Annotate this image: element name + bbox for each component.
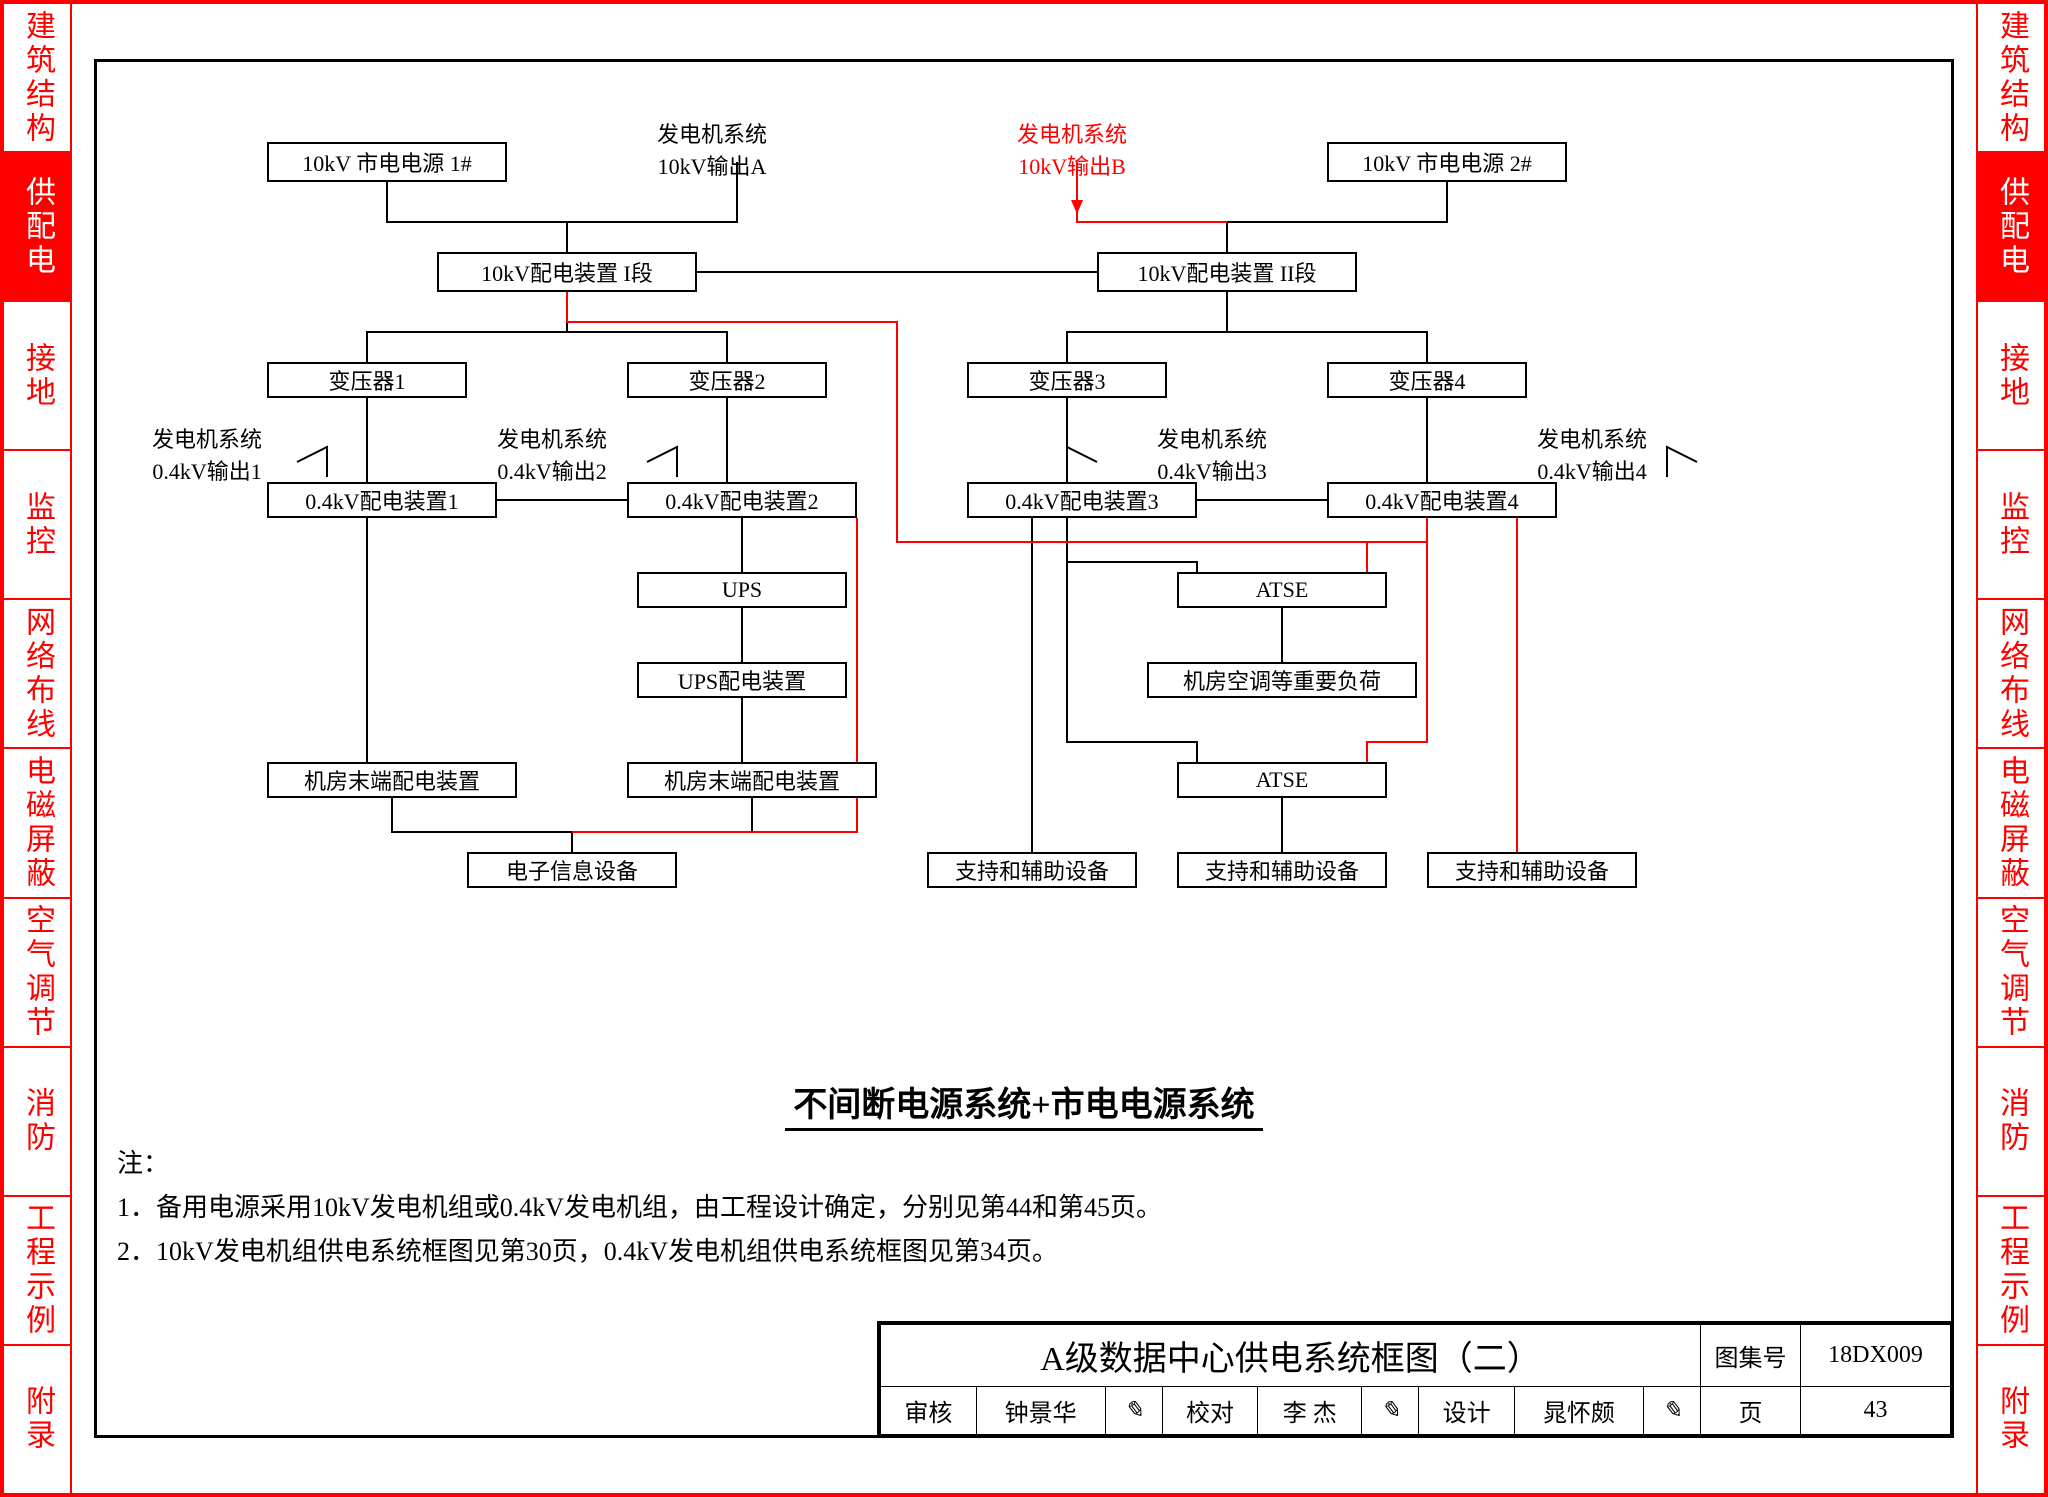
- label-genB: 发电机系统10kV输出B: [1017, 117, 1127, 181]
- tb-sig: ✎: [1105, 1387, 1162, 1435]
- tab-3[interactable]: 监控: [1978, 451, 2044, 600]
- node-upsd: UPS配电装置: [637, 662, 847, 698]
- tb-key: 校对: [1162, 1387, 1258, 1435]
- tb-val: 李 杰: [1258, 1387, 1362, 1435]
- tb-sig: ✎: [1643, 1387, 1700, 1435]
- node-aux1: 支持和辅助设备: [927, 852, 1137, 888]
- node-hvac: 机房空调等重要负荷: [1147, 662, 1417, 698]
- tb-val: 钟景华: [976, 1387, 1105, 1435]
- label-gen2: 发电机系统0.4kV输出2: [497, 422, 607, 486]
- tb-sig: ✎: [1362, 1387, 1419, 1435]
- page-no: 43: [1801, 1387, 1951, 1435]
- notes-header: 注：: [117, 1142, 1162, 1186]
- label-genA: 发电机系统10kV输出A: [657, 117, 767, 181]
- tab-0[interactable]: 建筑结构: [1978, 4, 2044, 153]
- node-einfo: 电子信息设备: [467, 852, 677, 888]
- tab-6[interactable]: 空气调节: [1978, 899, 2044, 1048]
- tab-5[interactable]: 电磁屏蔽: [1978, 749, 2044, 898]
- tab-9[interactable]: 附录: [1978, 1346, 2044, 1493]
- left-tabs: 建筑结构供配电接地监控网络布线电磁屏蔽空气调节消防工程示例附录: [4, 4, 72, 1493]
- tb-key: 审核: [881, 1387, 977, 1435]
- node-sw1: 10kV配电装置 I段: [437, 252, 697, 292]
- label-gen1: 发电机系统0.4kV输出1: [152, 422, 262, 486]
- node-lv4: 0.4kV配电装置4: [1327, 482, 1557, 518]
- node-aux2: 支持和辅助设备: [1177, 852, 1387, 888]
- tab-7[interactable]: 消防: [1978, 1048, 2044, 1197]
- tab-4[interactable]: 网络布线: [4, 600, 70, 749]
- node-t2: 变压器2: [627, 362, 827, 398]
- node-ups: UPS: [637, 572, 847, 608]
- right-tabs: 建筑结构供配电接地监控网络布线电磁屏蔽空气调节消防工程示例附录: [1976, 4, 2044, 1493]
- tab-0[interactable]: 建筑结构: [4, 4, 70, 153]
- tab-9[interactable]: 附录: [4, 1346, 70, 1493]
- tab-5[interactable]: 电磁屏蔽: [4, 749, 70, 898]
- node-atse2: ATSE: [1177, 762, 1387, 798]
- title-block: A级数据中心供电系统框图（二） 图集号 18DX009 审核钟景华✎校对李 杰✎…: [877, 1321, 1951, 1435]
- drawing-frame: 10kV 市电电源 1# 10kV 市电电源 2# 10kV配电装置 I段 10kV配…: [94, 59, 1954, 1438]
- label-gen3: 发电机系统0.4kV输出3: [1157, 422, 1267, 486]
- tb-key: 设计: [1419, 1387, 1515, 1435]
- power-diagram: 10kV 市电电源 1# 10kV 市电电源 2# 10kV配电装置 I段 10kV配…: [97, 62, 1951, 1072]
- tab-3[interactable]: 监控: [4, 451, 70, 600]
- diagram-title: 不间断电源系统+市电电源系统: [97, 1077, 1951, 1126]
- notes-block: 注： 1．备用电源采用10kV发电机组或0.4kV发电机组，由工程设计确定，分别…: [117, 1142, 1162, 1275]
- page-label: 页: [1701, 1387, 1801, 1435]
- node-t1: 变压器1: [267, 362, 467, 398]
- tb-val: 晁怀颇: [1514, 1387, 1643, 1435]
- node-term2: 机房末端配电装置: [627, 762, 877, 798]
- diagram-title-text: 不间断电源系统+市电电源系统: [785, 1087, 1262, 1131]
- tab-1[interactable]: 供配电: [1978, 153, 2044, 302]
- node-aux3: 支持和辅助设备: [1427, 852, 1637, 888]
- node-sw2: 10kV配电装置 II段: [1097, 252, 1357, 292]
- node-term1: 机房末端配电装置: [267, 762, 517, 798]
- node-src2: 10kV 市电电源 2#: [1327, 142, 1567, 182]
- tab-2[interactable]: 接地: [1978, 302, 2044, 451]
- node-lv1: 0.4kV配电装置1: [267, 482, 497, 518]
- tab-7[interactable]: 消防: [4, 1048, 70, 1197]
- node-lv2: 0.4kV配电装置2: [627, 482, 857, 518]
- note-1: 1．备用电源采用10kV发电机组或0.4kV发电机组，由工程设计确定，分别见第4…: [117, 1186, 1162, 1230]
- tab-2[interactable]: 接地: [4, 302, 70, 451]
- album-label: 图集号: [1701, 1325, 1801, 1387]
- tab-8[interactable]: 工程示例: [4, 1197, 70, 1346]
- label-gen4: 发电机系统0.4kV输出4: [1537, 422, 1647, 486]
- tab-6[interactable]: 空气调节: [4, 899, 70, 1048]
- node-lv3: 0.4kV配电装置3: [967, 482, 1197, 518]
- tab-1[interactable]: 供配电: [4, 153, 70, 302]
- node-atse1: ATSE: [1177, 572, 1387, 608]
- note-2: 2．10kV发电机组供电系统框图见第30页，0.4kV发电机组供电系统框图见第3…: [117, 1230, 1162, 1274]
- node-src1: 10kV 市电电源 1#: [267, 142, 507, 182]
- node-t4: 变压器4: [1327, 362, 1527, 398]
- album-no: 18DX009: [1801, 1325, 1951, 1387]
- tab-4[interactable]: 网络布线: [1978, 600, 2044, 749]
- drawing-main-title: A级数据中心供电系统框图（二）: [881, 1325, 1701, 1387]
- tab-8[interactable]: 工程示例: [1978, 1197, 2044, 1346]
- node-t3: 变压器3: [967, 362, 1167, 398]
